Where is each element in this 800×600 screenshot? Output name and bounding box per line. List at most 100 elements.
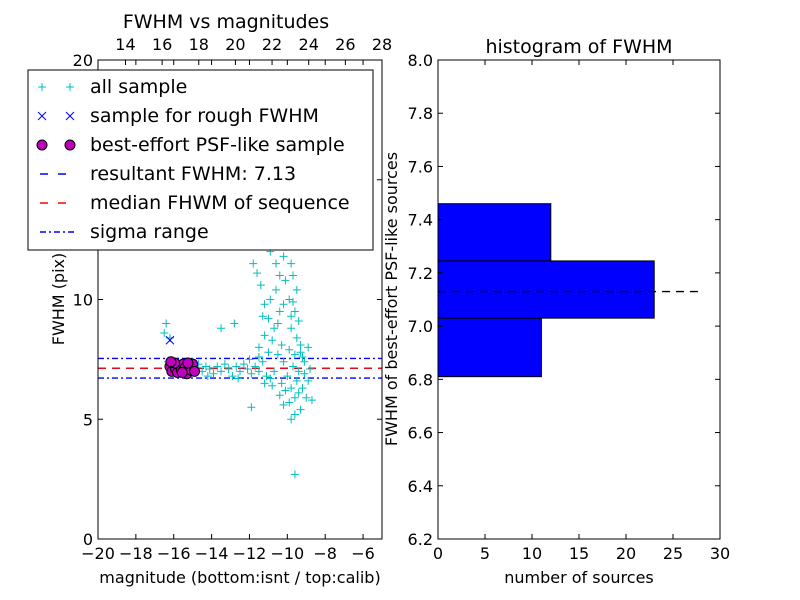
- scatter-point: [275, 391, 284, 400]
- scatter-point: [307, 396, 316, 405]
- y-tick-label: 7.2: [408, 264, 433, 283]
- y-tick-label: 6.4: [408, 477, 433, 496]
- legend-entry-rough-sample: sample for rough FWHM: [90, 105, 319, 127]
- y-tick-label: 7.4: [408, 211, 433, 230]
- top-tick-label: 18: [189, 35, 209, 54]
- scatter-point: [182, 357, 194, 369]
- scatter-point: [165, 335, 175, 345]
- scatter-point: [279, 357, 288, 366]
- scatter-panel: FWHM vs magnitudes −20 −18 −16 −14 −12 −10 −8−…: [27, 11, 392, 587]
- y-tick-label: 0: [83, 530, 93, 549]
- scatter-point: [264, 348, 273, 357]
- scatter-point: [247, 369, 256, 378]
- scatter-point: [254, 343, 263, 352]
- scatter-point: [300, 369, 309, 378]
- histogram-panel: histogram of FWHM 0 5 10 15 20 25 30 6.2 6.4 6.6…: [382, 36, 730, 587]
- y-tick-label: 7.8: [408, 104, 433, 123]
- scatter-point: [275, 307, 284, 316]
- y-tick-label: 10: [73, 291, 93, 310]
- scatter-point: [289, 362, 298, 371]
- scatter-point: [254, 352, 263, 361]
- top-tick-label: 22: [262, 35, 282, 54]
- scatter-point: [258, 312, 267, 321]
- scatter-point: [277, 379, 286, 388]
- x-tick-label: −8: [313, 544, 337, 563]
- histogram-y-label: FWHM of best-effort PSF-like sources: [382, 152, 401, 446]
- scatter-point: [289, 297, 298, 306]
- x-tick-label: −18: [119, 544, 153, 563]
- y-tick-label: 5: [83, 410, 93, 429]
- y-tick-label: 6.6: [408, 424, 433, 443]
- x-tick-label: 20: [616, 544, 636, 563]
- scatter-point: [292, 285, 301, 294]
- scatter-point: [213, 362, 222, 371]
- scatter-point: [260, 331, 269, 340]
- scatter-point: [304, 343, 313, 352]
- scatter-point: [273, 319, 282, 328]
- legend-entry-sigma-range: sigma range: [90, 221, 209, 243]
- top-tick-label: 24: [299, 35, 319, 54]
- x-tick-label: 0: [433, 544, 443, 563]
- scatter-point: [287, 415, 296, 424]
- scatter-title: FWHM vs magnitudes: [123, 11, 329, 33]
- scatter-point: [287, 259, 296, 268]
- scatter-point: [268, 381, 277, 390]
- scatter-point: [266, 295, 275, 304]
- scatter-point: [302, 393, 311, 402]
- legend-marker-handle: [65, 111, 75, 121]
- scatter-point: [253, 269, 262, 278]
- x-tick-label: −12: [233, 544, 267, 563]
- scatter-point: [283, 372, 292, 381]
- legend-entry-all-sample: all sample: [90, 76, 187, 98]
- scatter-point: [279, 252, 288, 261]
- scatter-point: [289, 271, 298, 280]
- top-tick-label: 28: [372, 35, 392, 54]
- x-tick-label: −6: [351, 544, 375, 563]
- scatter-point: [271, 259, 280, 268]
- legend-handles: [36, 83, 76, 233]
- scatter-point: [270, 324, 279, 333]
- top-tick-label: 14: [115, 35, 135, 54]
- scatter-x-ticks: −20 −18 −16 −14 −12 −10 −8 −6: [81, 60, 375, 563]
- scatter-point: [176, 367, 188, 379]
- legend-marker-handle: [64, 139, 76, 151]
- x-tick-label: −14: [195, 544, 229, 563]
- scatter-point: [279, 400, 288, 409]
- legend-box: [27, 69, 374, 251]
- scatter-point: [290, 393, 299, 402]
- x-tick-label: 15: [569, 544, 589, 563]
- scatter-point: [258, 357, 267, 366]
- scatter-point: [217, 367, 226, 376]
- scatter-point: [251, 362, 260, 371]
- x-tick-label: 10: [522, 544, 542, 563]
- x-tick-label: 30: [710, 544, 730, 563]
- scatter-point: [294, 367, 303, 376]
- scatter-point: [290, 350, 299, 359]
- scatter-point: [243, 364, 252, 373]
- scatter-point: [162, 319, 171, 328]
- scatter-point: [294, 388, 303, 397]
- x-tick-label: −16: [157, 544, 191, 563]
- y-tick-label: 8.0: [408, 51, 433, 70]
- scatter-point: [292, 376, 301, 385]
- legend-marker-handle: [36, 139, 48, 151]
- scatter-point: [256, 281, 265, 290]
- scatter-point: [224, 364, 233, 373]
- scatter-legend: all sample sample for rough FWHM best-ef…: [27, 69, 374, 251]
- scatter-point: [260, 379, 269, 388]
- scatter-point: [294, 317, 303, 326]
- legend-marker-handle: [37, 111, 47, 121]
- x-tick-label: 5: [480, 544, 490, 563]
- scatter-point: [236, 367, 244, 376]
- scatter-point: [189, 365, 201, 377]
- scatter-top-ticks: 14 16 18 20 22 24 26 28: [115, 35, 392, 65]
- scatter-point: [281, 386, 290, 395]
- x-tick-label: −20: [81, 544, 115, 563]
- scatter-point: [245, 355, 254, 364]
- scatter-point: [275, 271, 284, 280]
- scatter-point: [247, 403, 256, 412]
- y-tick-label: 7.0: [408, 317, 433, 336]
- x-tick-label: −10: [270, 544, 304, 563]
- scatter-point: [306, 364, 315, 373]
